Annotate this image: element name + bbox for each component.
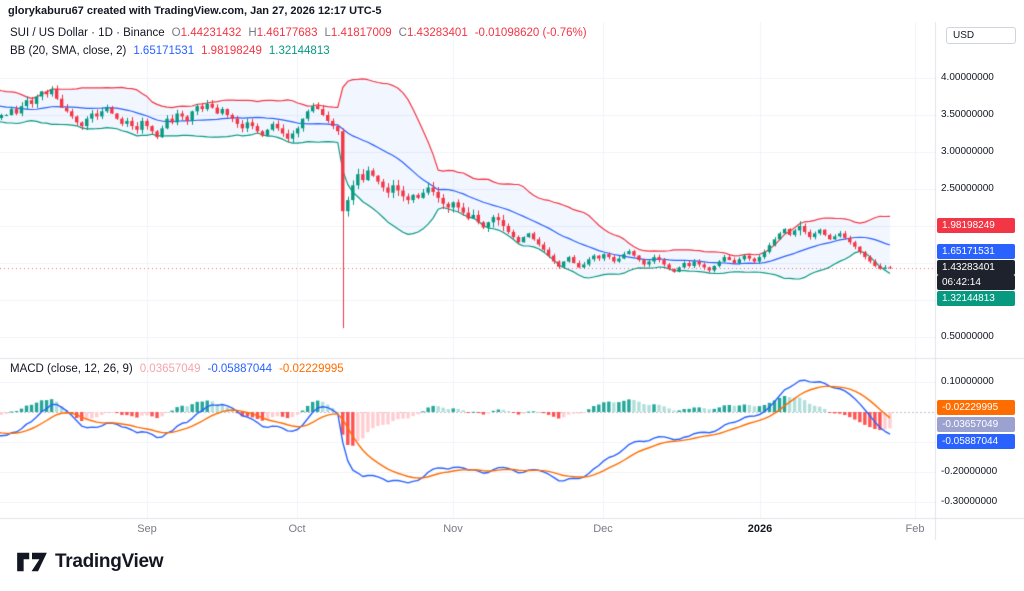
- bb-legend: BB (20, SMA, close, 2) 1.65171531 1.9819…: [10, 45, 330, 57]
- macd-line-value: -0.05887044: [207, 363, 273, 375]
- macd-hist-value: 0.03657049: [139, 363, 201, 375]
- macd-legend: MACD (close, 12, 26, 9) 0.03657049 -0.05…: [10, 363, 344, 375]
- change-value: -0.01098620 (-0.76%): [474, 27, 587, 39]
- open-field: O1.44231432: [172, 27, 242, 39]
- high-label: H: [248, 27, 257, 39]
- open-label: O: [171, 27, 181, 39]
- price-axis-label: 0.50000000: [941, 331, 994, 342]
- price-axis-label: 3.00000000: [941, 146, 994, 157]
- tradingview-logo[interactable]: TradingView: [16, 549, 164, 575]
- close-field: C1.43283401: [399, 27, 468, 39]
- price-axis-label: 4.00000000: [941, 72, 994, 83]
- low-value: 1.41817009: [330, 27, 392, 39]
- time-axis-label-2026: 2026: [747, 523, 773, 535]
- macd-axis-label: 0.10000000: [941, 376, 994, 387]
- high-value: 1.46177683: [256, 27, 318, 39]
- time-axis-label-sep: Sep: [137, 523, 157, 535]
- close-label: C: [398, 27, 407, 39]
- tradingview-logo-icon: [17, 552, 47, 572]
- high-field: H1.46177683: [248, 27, 317, 39]
- currency-usd-button[interactable]: USD: [946, 27, 1016, 44]
- bar-countdown-badge: 06:42:14: [937, 275, 1015, 290]
- symbol-legend: SUI / US Dollar · 1D · Binance O1.442314…: [10, 27, 587, 39]
- bb-basis-value: 1.65171531: [133, 45, 195, 57]
- last-price-badge: 1.43283401: [937, 260, 1015, 275]
- attribution-text: glorykaburu67 created with TradingView.c…: [8, 5, 382, 17]
- macd-axis-label: -0.30000000: [941, 496, 998, 507]
- macd-title[interactable]: MACD (close, 12, 26, 9): [10, 363, 133, 375]
- low-field: L1.41817009: [324, 27, 391, 39]
- time-axis-label-dec: Dec: [593, 523, 613, 535]
- macd-axis-label: -0.20000000: [941, 466, 998, 477]
- price-axis-label: 3.50000000: [941, 109, 994, 120]
- bb-lower-value: 1.32144813: [268, 45, 330, 57]
- price-axis-label: 2.50000000: [941, 183, 994, 194]
- time-axis-label-feb: Feb: [905, 523, 925, 535]
- tradingview-logo-text: TradingView: [55, 551, 164, 572]
- time-axis-label-nov: Nov: [443, 523, 463, 535]
- bb-upper-price-badge: 1.98198249: [937, 218, 1015, 233]
- low-label: L: [324, 27, 331, 39]
- macd-histogram-badge: -0.03657049: [937, 417, 1015, 432]
- macd-signal-value: -0.02229995: [279, 363, 344, 375]
- macd-signal-badge: -0.02229995: [937, 400, 1015, 415]
- time-axis-label-oct: Oct: [288, 523, 306, 535]
- open-value: 1.44231432: [180, 27, 242, 39]
- bb-title[interactable]: BB (20, SMA, close, 2): [10, 45, 127, 57]
- bb-basis-price-badge: 1.65171531: [937, 244, 1015, 259]
- macd-line-badge: -0.05887044: [937, 434, 1015, 449]
- symbol-title[interactable]: SUI / US Dollar · 1D · Binance: [10, 27, 165, 39]
- bb-upper-value: 1.98198249: [201, 45, 262, 57]
- bb-lower-price-badge: 1.32144813: [937, 291, 1015, 306]
- close-value: 1.43283401: [406, 27, 468, 39]
